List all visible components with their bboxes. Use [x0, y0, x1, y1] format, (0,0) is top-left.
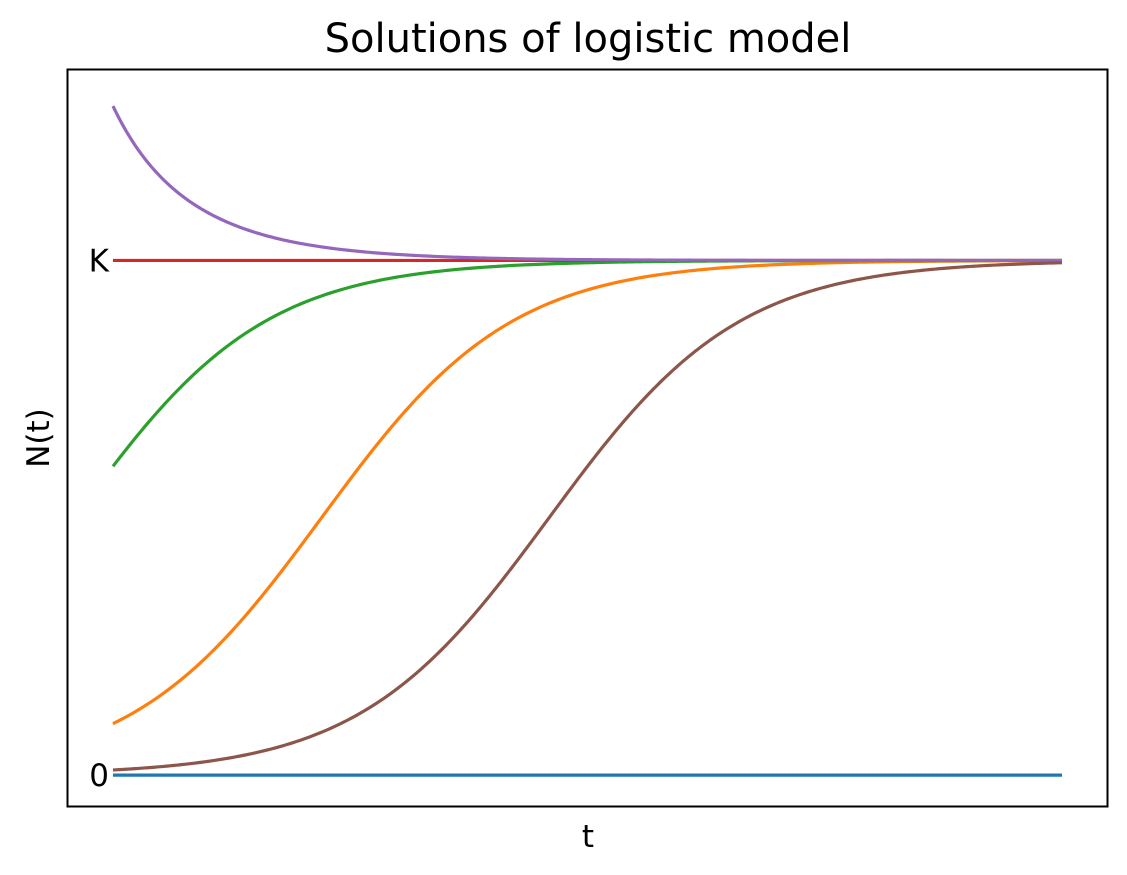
- plot-frame: [66, 68, 1109, 808]
- y-tick-layer: 0K: [89, 243, 110, 794]
- series-layer: [111, 105, 1063, 777]
- y-tick-label-1: 0: [89, 758, 109, 794]
- x-axis-label: t: [582, 819, 594, 855]
- y-axis-label: N(t): [21, 408, 57, 468]
- chart-title: Solutions of logistic model: [325, 16, 852, 62]
- y-tick-label-2: K: [89, 243, 110, 279]
- series-line-5: [111, 105, 1062, 263]
- series-line-6: [112, 261, 1063, 772]
